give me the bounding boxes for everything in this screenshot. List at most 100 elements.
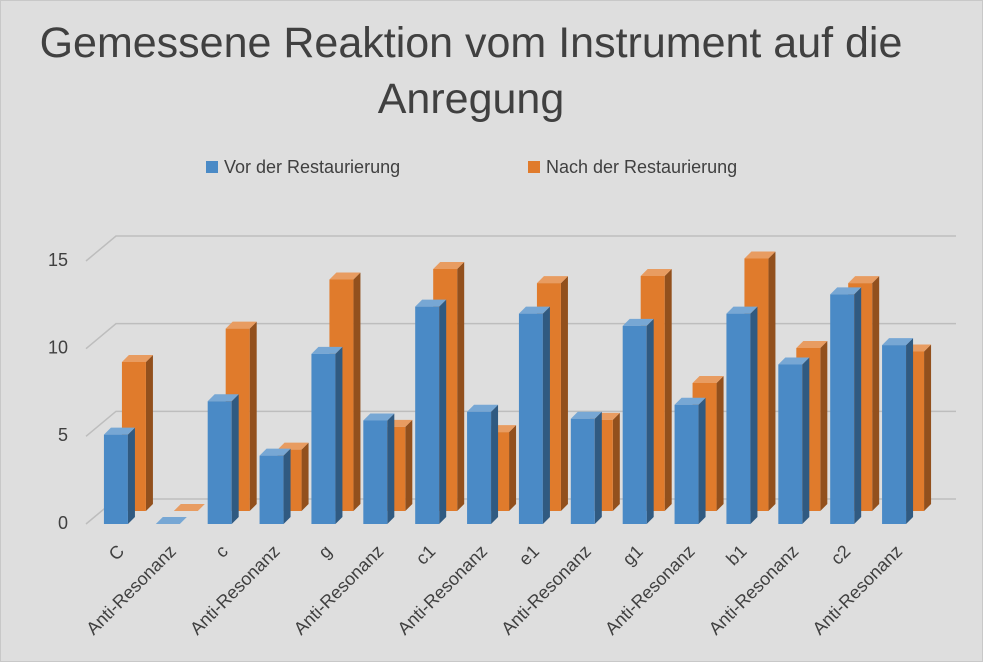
bar-side <box>612 412 620 511</box>
bar-side <box>249 321 257 511</box>
bar-side <box>820 340 828 511</box>
y-tick-label: 10 <box>48 337 68 357</box>
bar-top <box>744 251 776 259</box>
bar-top <box>433 262 465 270</box>
x-tick-label: e1 <box>515 541 543 569</box>
bar-side <box>872 276 880 511</box>
x-tick-label: c1 <box>412 541 440 569</box>
bar-side <box>768 251 776 511</box>
bar-top <box>277 442 309 450</box>
bar <box>467 404 499 524</box>
bar <box>415 299 447 524</box>
bar <box>103 427 135 524</box>
bar-front <box>363 420 388 524</box>
bar <box>830 287 862 524</box>
bar-top <box>882 338 914 346</box>
bar-top <box>329 272 361 280</box>
bar <box>778 357 810 524</box>
bar-top <box>207 394 239 402</box>
bar-top <box>225 321 257 329</box>
bar-front <box>259 455 284 524</box>
bar-top <box>311 346 343 354</box>
bar-top <box>796 340 828 348</box>
x-tick-label: Anti-Resonanz <box>186 541 284 639</box>
bar-top <box>121 354 153 362</box>
bar-top <box>173 504 205 511</box>
bar <box>882 338 914 524</box>
bar-top <box>155 517 187 524</box>
bar-top <box>674 397 706 405</box>
x-tick-label: g <box>314 541 335 562</box>
bar-side <box>127 427 135 524</box>
bar-top <box>518 306 550 314</box>
bar-side <box>750 306 758 524</box>
grid-line <box>85 322 956 350</box>
bar-top <box>536 276 568 284</box>
legend-label: Nach der Restaurierung <box>546 157 737 177</box>
x-tick-label: Anti-Resonanz <box>601 541 699 639</box>
bar <box>173 504 205 511</box>
bar-side <box>353 272 361 511</box>
bar-side <box>716 376 724 511</box>
bar-side <box>906 338 914 524</box>
bar-front <box>778 364 803 524</box>
bar-top <box>830 287 862 295</box>
x-tick-label: c <box>211 541 232 562</box>
x-tick-label: Anti-Resonanz <box>394 541 492 639</box>
chart-title: Gemessene Reaktion vom Instrument auf di… <box>39 19 903 123</box>
bar-front <box>311 353 336 524</box>
bar <box>570 411 602 524</box>
bar-side <box>594 411 602 524</box>
bar-front <box>207 401 232 524</box>
bar-side <box>335 346 343 524</box>
x-tick-label: g1 <box>619 541 647 569</box>
bar-front <box>467 411 492 524</box>
bar-front <box>518 313 543 524</box>
x-tick-label: Anti-Resonanz <box>290 541 388 639</box>
bar-front <box>726 313 751 524</box>
bar <box>622 318 654 524</box>
bar <box>311 346 343 524</box>
bar-side <box>924 344 932 511</box>
bar <box>259 448 291 524</box>
x-tick-label: Anti-Resonanz <box>809 541 907 639</box>
bar-top <box>622 318 654 326</box>
legend-swatch <box>206 161 218 173</box>
bar-front <box>674 404 699 524</box>
bar-side <box>439 299 447 524</box>
bar-top <box>415 299 447 307</box>
bar-top <box>570 411 602 419</box>
bar-top <box>467 404 499 412</box>
bar-top <box>778 357 810 365</box>
bar-front <box>830 294 855 524</box>
bar <box>518 306 550 524</box>
bar-top <box>103 427 135 435</box>
bar-side <box>405 419 413 511</box>
bar-side <box>664 269 672 511</box>
bar-top <box>363 413 395 421</box>
x-tick-label: b1 <box>722 541 750 569</box>
bar-side <box>542 306 550 524</box>
bar-side <box>854 287 862 524</box>
bar-side <box>802 357 810 524</box>
bar-side <box>491 404 499 524</box>
bar <box>674 397 706 524</box>
bar <box>155 517 187 524</box>
bar-top <box>640 269 672 277</box>
bar-side <box>301 442 309 511</box>
bar-front <box>570 418 595 524</box>
x-tick-label: Anti-Resonanz <box>705 541 803 639</box>
bar-side <box>509 425 517 511</box>
x-tick-label: c2 <box>827 541 855 569</box>
bar-side <box>283 448 291 524</box>
y-tick-label: 5 <box>58 425 68 445</box>
bar-side <box>387 413 395 524</box>
bar-side <box>457 262 465 511</box>
bar-side <box>646 318 654 524</box>
bar <box>363 413 395 524</box>
bar <box>726 306 758 524</box>
bar-side <box>145 354 153 511</box>
x-tick-label: C <box>105 541 128 564</box>
